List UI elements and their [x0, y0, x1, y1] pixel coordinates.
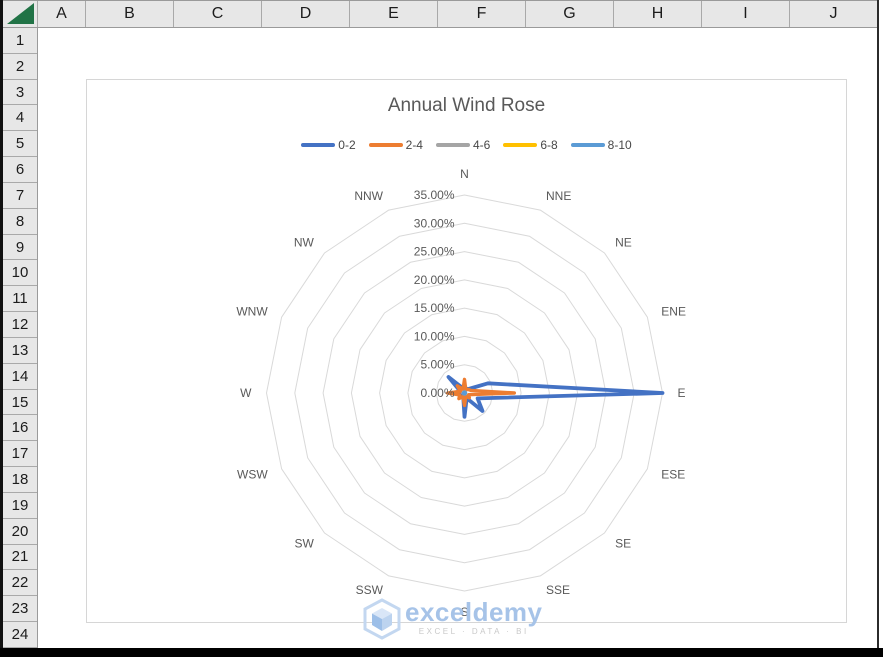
row-header-19[interactable]: 19 — [3, 493, 37, 519]
row-header-4[interactable]: 4 — [3, 105, 37, 132]
series-8-10-center-dot — [461, 390, 468, 396]
legend-label: 0-2 — [338, 138, 356, 152]
row-header-9[interactable]: 9 — [3, 235, 37, 261]
radial-axis-label-25.00%: 25.00% — [414, 245, 455, 259]
row-header-5[interactable]: 5 — [3, 131, 37, 158]
radial-axis-label-15.00%: 15.00% — [414, 301, 455, 315]
legend-label: 6-8 — [540, 138, 558, 152]
row-header-7[interactable]: 7 — [3, 183, 37, 209]
window-edge-left — [0, 0, 3, 657]
category-label-NW: NW — [294, 235, 315, 249]
radial-axis-label-30.00%: 30.00% — [414, 216, 455, 230]
column-header-E[interactable]: E — [350, 1, 438, 27]
row-header-13[interactable]: 13 — [3, 338, 37, 364]
row-header-17[interactable]: 17 — [3, 441, 37, 468]
gridline-ring-35pct — [266, 194, 663, 592]
category-label-S: S — [460, 605, 468, 619]
row-header-24[interactable]: 24 — [3, 622, 37, 648]
row-header-11[interactable]: 11 — [3, 286, 37, 313]
row-header-21[interactable]: 21 — [3, 545, 37, 571]
legend-swatch — [368, 143, 403, 147]
category-label-SW: SW — [295, 537, 315, 551]
radial-axis-label-0.00%: 0.00% — [420, 386, 454, 400]
column-header-B[interactable]: B — [86, 1, 174, 27]
category-label-SSW: SSW — [356, 583, 384, 597]
legend-swatch — [301, 143, 336, 147]
category-label-WNW: WNW — [236, 305, 268, 319]
radial-axis-label-20.00%: 20.00% — [414, 273, 455, 287]
legend-label: 8-10 — [607, 138, 632, 152]
row-header-6[interactable]: 6 — [3, 157, 37, 183]
watermark-tagline: EXCEL · DATA · BI — [418, 627, 529, 636]
legend-label: 4-6 — [472, 138, 491, 152]
row-header-10[interactable]: 10 — [3, 260, 37, 287]
radial-axis-label-35.00%: 35.00% — [414, 188, 455, 202]
legend-item-0-2[interactable]: 0-2 — [301, 138, 356, 152]
category-label-N: N — [460, 167, 469, 181]
column-header-D[interactable]: D — [262, 1, 350, 27]
legend-swatch — [503, 143, 538, 147]
legend-item-4-6[interactable]: 4-6 — [435, 138, 491, 152]
series-2-4 — [445, 377, 516, 408]
gridline-ring-25pct — [322, 251, 607, 535]
category-label-NNW: NNW — [354, 189, 383, 203]
gridline-ring-5pct — [435, 364, 494, 422]
select-all-corner[interactable] — [3, 1, 38, 27]
row-header-22[interactable]: 22 — [3, 570, 37, 597]
legend-swatch — [570, 143, 605, 147]
chart-object[interactable]: Annual Wind Rose 0-2 2-4 4-6 6-8 8-10 0.00% 5… — [86, 79, 847, 623]
chart-legend: 0-2 2-4 4-6 6-8 8-10 — [87, 138, 846, 152]
row-header-12[interactable]: 12 — [3, 312, 37, 338]
row-header-15[interactable]: 15 — [3, 390, 37, 416]
column-header-G[interactable]: G — [526, 1, 614, 27]
row-header-1[interactable]: 1 — [3, 28, 37, 54]
row-header-strip: 1 2 3 4 5 6 7 8 9 10 11 12 13 14 15 16 17 18 19 20 21 22 23 24 — [3, 28, 38, 648]
column-header-C[interactable]: C — [174, 1, 262, 27]
category-label-NNE: NNE — [546, 189, 571, 203]
select-all-triangle-icon[interactable] — [7, 3, 34, 24]
exceldemy-logo-icon — [363, 598, 401, 640]
gridline-ring-15pct — [379, 307, 550, 479]
category-label-E: E — [678, 386, 686, 400]
column-header-J[interactable]: J — [790, 1, 878, 27]
window-edge-right — [877, 0, 879, 648]
category-label-WSW: WSW — [237, 468, 268, 482]
category-label-ESE: ESE — [661, 468, 685, 482]
gridline-ring-30pct — [294, 222, 635, 564]
legend-item-2-4[interactable]: 2-4 — [368, 138, 423, 152]
category-label-W: W — [240, 386, 252, 400]
category-label-NE: NE — [615, 235, 632, 249]
row-header-3[interactable]: 3 — [3, 80, 37, 106]
category-label-SE: SE — [615, 537, 631, 551]
legend-label: 2-4 — [405, 138, 423, 152]
legend-item-6-8[interactable]: 6-8 — [503, 138, 558, 152]
legend-item-8-10[interactable]: 8-10 — [570, 138, 632, 152]
chart-title[interactable]: Annual Wind Rose — [387, 95, 546, 116]
radial-axis-label-10.00%: 10.00% — [414, 329, 455, 343]
column-header-I[interactable]: I — [702, 1, 790, 27]
radar-plot-area[interactable]: 0.00% 5.00% 10.00% 15.00% 20.00% 25.00% 30.00%… — [87, 80, 846, 622]
row-header-18[interactable]: 18 — [3, 467, 37, 493]
watermark-brand: exceldemy — [405, 597, 543, 627]
category-label-SSE: SSE — [546, 583, 570, 597]
row-header-20[interactable]: 20 — [3, 519, 37, 545]
column-header-F[interactable]: F — [438, 1, 526, 27]
row-header-23[interactable]: 23 — [3, 596, 37, 623]
watermark: exceldemy EXCEL · DATA · BI — [362, 598, 542, 640]
row-header-16[interactable]: 16 — [3, 415, 37, 442]
radial-axis-label-5.00%: 5.00% — [420, 358, 454, 372]
legend-swatch — [435, 143, 470, 147]
row-header-8[interactable]: 8 — [3, 209, 37, 235]
window-edge-bottom — [0, 648, 883, 657]
column-header-A[interactable]: A — [38, 1, 86, 27]
row-header-14[interactable]: 14 — [3, 364, 37, 390]
column-header-H[interactable]: H — [614, 1, 702, 27]
row-header-2[interactable]: 2 — [3, 54, 37, 80]
gridline-ring-20pct — [350, 279, 579, 507]
gridline-ring-10pct — [407, 335, 522, 451]
category-label-ENE: ENE — [661, 305, 686, 319]
